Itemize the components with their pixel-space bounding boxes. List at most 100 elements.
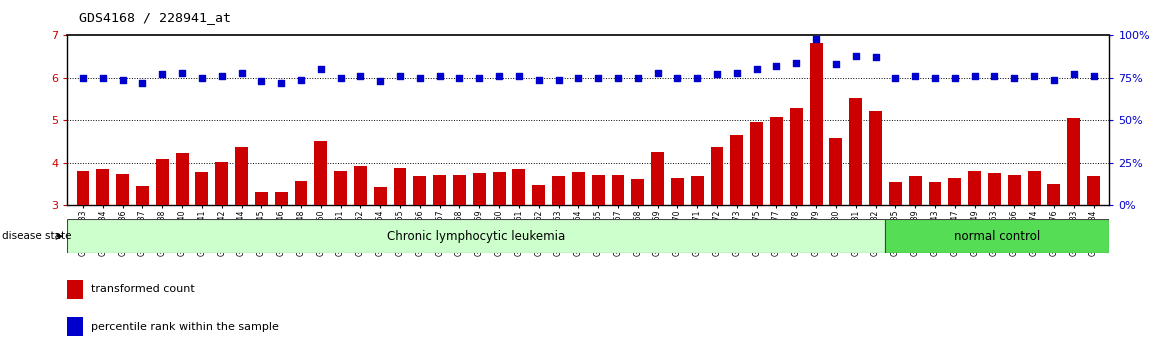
Bar bbox=[433, 175, 446, 205]
Bar bbox=[335, 171, 347, 205]
Bar bbox=[909, 176, 922, 205]
Bar bbox=[770, 117, 783, 205]
Point bbox=[589, 75, 608, 81]
Bar bbox=[135, 186, 149, 205]
Point bbox=[846, 53, 865, 59]
Bar bbox=[394, 168, 406, 205]
Bar bbox=[67, 219, 886, 253]
Bar bbox=[492, 172, 506, 205]
Point bbox=[1064, 72, 1083, 77]
Point bbox=[113, 77, 132, 82]
Bar bbox=[274, 192, 287, 205]
Point bbox=[233, 70, 251, 76]
Point bbox=[886, 75, 904, 81]
Text: Chronic lymphocytic leukemia: Chronic lymphocytic leukemia bbox=[387, 230, 565, 243]
Point bbox=[1084, 73, 1102, 79]
Bar bbox=[889, 182, 902, 205]
Point bbox=[787, 60, 806, 65]
Point bbox=[668, 75, 687, 81]
Bar bbox=[472, 173, 485, 205]
Text: normal control: normal control bbox=[954, 230, 1041, 243]
Bar bbox=[314, 141, 328, 205]
Bar bbox=[116, 174, 129, 205]
Bar bbox=[572, 172, 585, 205]
Point bbox=[133, 80, 152, 86]
Point bbox=[192, 75, 211, 81]
Point bbox=[371, 79, 389, 84]
Point bbox=[629, 75, 647, 81]
Point bbox=[906, 73, 924, 79]
Bar bbox=[870, 111, 882, 205]
Bar bbox=[67, 317, 83, 336]
Bar bbox=[651, 152, 664, 205]
Point bbox=[431, 73, 449, 79]
Point bbox=[985, 73, 1004, 79]
Bar bbox=[196, 172, 208, 205]
Bar bbox=[294, 181, 307, 205]
Point bbox=[1045, 77, 1063, 82]
Bar bbox=[1027, 171, 1041, 205]
Bar bbox=[670, 178, 684, 205]
Bar bbox=[1087, 176, 1100, 205]
Bar bbox=[255, 192, 267, 205]
Text: percentile rank within the sample: percentile rank within the sample bbox=[91, 321, 279, 332]
Point bbox=[252, 79, 271, 84]
Point bbox=[727, 70, 746, 76]
Point bbox=[1005, 75, 1024, 81]
Bar bbox=[235, 147, 248, 205]
Bar bbox=[631, 179, 644, 205]
Bar bbox=[156, 159, 169, 205]
Bar bbox=[929, 182, 941, 205]
Bar bbox=[849, 98, 863, 205]
Bar bbox=[988, 173, 1001, 205]
Point bbox=[827, 62, 845, 67]
Bar bbox=[96, 169, 109, 205]
Point bbox=[94, 75, 112, 81]
Text: GDS4168 / 228941_at: GDS4168 / 228941_at bbox=[79, 11, 230, 24]
Point bbox=[153, 72, 171, 77]
Point bbox=[569, 75, 587, 81]
Point bbox=[390, 73, 409, 79]
Point bbox=[807, 36, 826, 42]
Bar bbox=[611, 175, 624, 205]
Bar bbox=[215, 162, 228, 205]
Text: disease state: disease state bbox=[2, 231, 72, 241]
Point bbox=[450, 75, 469, 81]
Point bbox=[946, 75, 965, 81]
Point bbox=[1025, 73, 1043, 79]
Bar bbox=[176, 154, 189, 205]
Bar bbox=[711, 147, 724, 205]
Bar bbox=[1068, 118, 1080, 205]
Point bbox=[510, 73, 528, 79]
Point bbox=[173, 70, 191, 76]
Bar bbox=[453, 175, 466, 205]
Bar bbox=[592, 175, 604, 205]
Bar bbox=[968, 171, 981, 205]
Point bbox=[351, 73, 369, 79]
Point bbox=[688, 75, 706, 81]
Bar bbox=[513, 169, 526, 205]
Bar bbox=[76, 171, 89, 205]
Point bbox=[648, 70, 667, 76]
Bar bbox=[750, 122, 763, 205]
Bar bbox=[731, 135, 743, 205]
Bar bbox=[948, 178, 961, 205]
Text: transformed count: transformed count bbox=[91, 284, 196, 295]
Point bbox=[490, 73, 508, 79]
Bar bbox=[67, 280, 83, 299]
Point bbox=[708, 72, 726, 77]
Bar bbox=[809, 43, 822, 205]
Point bbox=[609, 75, 628, 81]
Point bbox=[470, 75, 489, 81]
Point bbox=[411, 75, 430, 81]
Bar bbox=[790, 108, 802, 205]
Bar bbox=[691, 176, 704, 205]
Bar bbox=[829, 138, 842, 205]
Bar bbox=[1007, 175, 1020, 205]
Bar bbox=[374, 187, 387, 205]
Point bbox=[925, 75, 944, 81]
Bar bbox=[552, 176, 565, 205]
Point bbox=[549, 77, 567, 82]
Bar bbox=[886, 219, 1109, 253]
Bar bbox=[354, 166, 367, 205]
